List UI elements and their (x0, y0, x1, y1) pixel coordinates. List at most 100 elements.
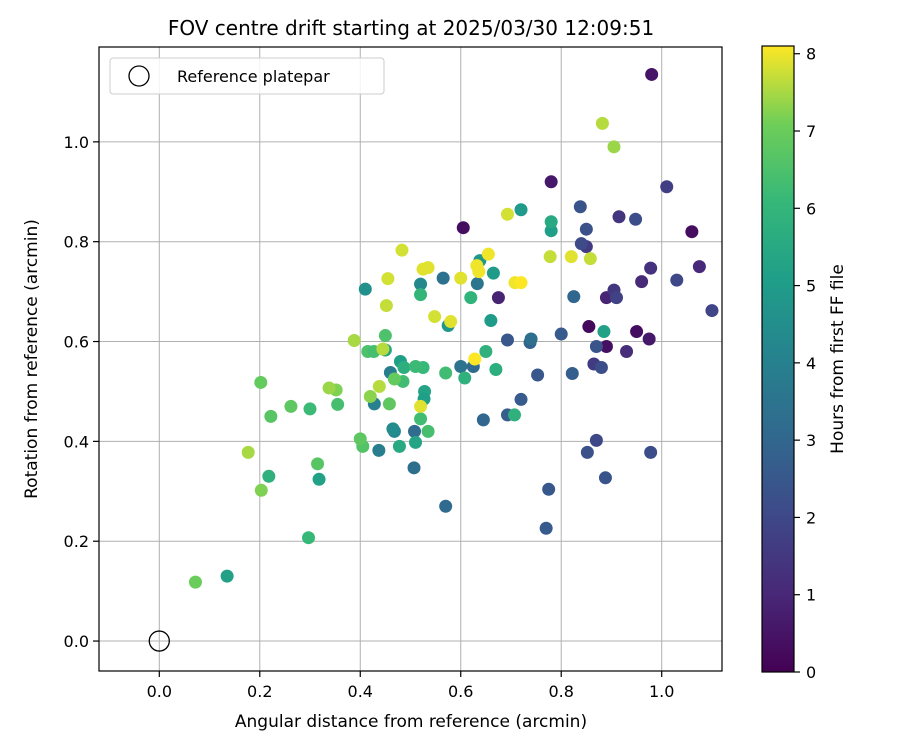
data-point (347, 334, 361, 348)
data-point (456, 221, 470, 235)
data-point (378, 329, 392, 343)
data-point (470, 277, 484, 291)
data-point (241, 445, 255, 459)
colorbar-tick-label: 7 (806, 122, 816, 141)
data-point (514, 392, 528, 406)
data-point (472, 265, 486, 279)
data-point (644, 445, 658, 459)
data-point (574, 237, 588, 251)
data-point (635, 275, 649, 289)
data-point (524, 332, 538, 346)
colorbar-label: Hours from first FF file (828, 264, 848, 454)
chart-title: FOV centre drift starting at 2025/03/30 … (168, 16, 654, 40)
data-point (573, 200, 587, 214)
data-point (583, 252, 597, 266)
x-tick-label: 0.4 (348, 682, 373, 701)
data-point (254, 375, 268, 389)
data-point (594, 360, 608, 374)
data-point (489, 362, 503, 376)
x-axis-ticks: 0.0 0.2 0.4 0.6 0.8 1.0 (147, 671, 674, 701)
data-point (397, 360, 411, 374)
data-point (220, 569, 234, 583)
data-point (464, 291, 478, 305)
y-tick-label: 0.6 (64, 333, 89, 352)
y-tick-label: 1.0 (64, 133, 89, 152)
data-point (607, 140, 621, 154)
data-point (589, 340, 603, 354)
data-point (382, 397, 396, 411)
data-point (544, 224, 558, 238)
data-point (439, 499, 453, 513)
data-point (414, 399, 428, 413)
data-point (491, 291, 505, 305)
data-point (660, 180, 674, 194)
data-point (353, 432, 367, 446)
data-point (629, 212, 643, 226)
data-point (670, 273, 684, 287)
legend-entry: Reference platepar (177, 67, 330, 86)
data-point (644, 261, 658, 275)
colorbar-gradient (761, 45, 795, 673)
legend-box (109, 57, 385, 95)
data-point (539, 521, 553, 535)
data-point (409, 359, 423, 373)
data-point (262, 469, 276, 483)
colorbar-tick-label: 3 (806, 431, 816, 450)
data-point (414, 412, 428, 426)
data-point (612, 210, 626, 224)
data-point (692, 260, 706, 274)
data-point (454, 271, 468, 285)
data-point (331, 397, 345, 411)
colorbar-ticks: 0 1 2 3 4 5 6 7 8 (794, 45, 816, 682)
data-points (188, 67, 719, 589)
data-point (642, 332, 656, 346)
data-point (421, 261, 435, 275)
data-point (589, 433, 603, 447)
colorbar-tick-label: 4 (806, 354, 816, 373)
data-point (564, 250, 578, 264)
x-tick-label: 1.0 (649, 682, 674, 701)
data-point (481, 247, 495, 261)
data-point (597, 325, 611, 339)
colorbar-tick-label: 5 (806, 277, 816, 296)
data-point (598, 471, 612, 485)
data-point (372, 443, 386, 457)
colorbar-tick-label: 6 (806, 199, 816, 218)
data-point (579, 222, 593, 236)
data-point (543, 250, 557, 264)
data-point (409, 435, 423, 449)
data-point (392, 439, 406, 453)
data-point (376, 342, 390, 356)
data-point (484, 314, 498, 328)
data-point (468, 352, 482, 366)
data-point (303, 402, 317, 416)
data-point (645, 67, 659, 81)
data-point (436, 271, 450, 285)
data-point (580, 445, 594, 459)
x-tick-label: 0.0 (147, 682, 172, 701)
data-point (609, 291, 623, 305)
data-point (395, 243, 409, 257)
x-tick-label: 0.2 (247, 682, 272, 701)
data-point (458, 371, 472, 385)
data-point (386, 422, 400, 436)
data-point (595, 116, 609, 130)
reference-marker-group (148, 630, 170, 652)
data-point (408, 424, 422, 438)
data-point (372, 379, 386, 393)
data-point (439, 366, 453, 380)
data-point (479, 345, 493, 359)
data-point (302, 531, 316, 545)
data-point (514, 276, 528, 290)
y-tick-label: 0.4 (64, 432, 89, 451)
data-point (508, 408, 522, 422)
data-point (421, 424, 435, 438)
data-point (554, 327, 568, 341)
data-point (582, 320, 596, 334)
data-point (428, 310, 442, 324)
data-point (620, 345, 634, 359)
data-point (544, 175, 558, 189)
data-point (322, 381, 336, 395)
y-tick-label: 0.0 (64, 632, 89, 651)
